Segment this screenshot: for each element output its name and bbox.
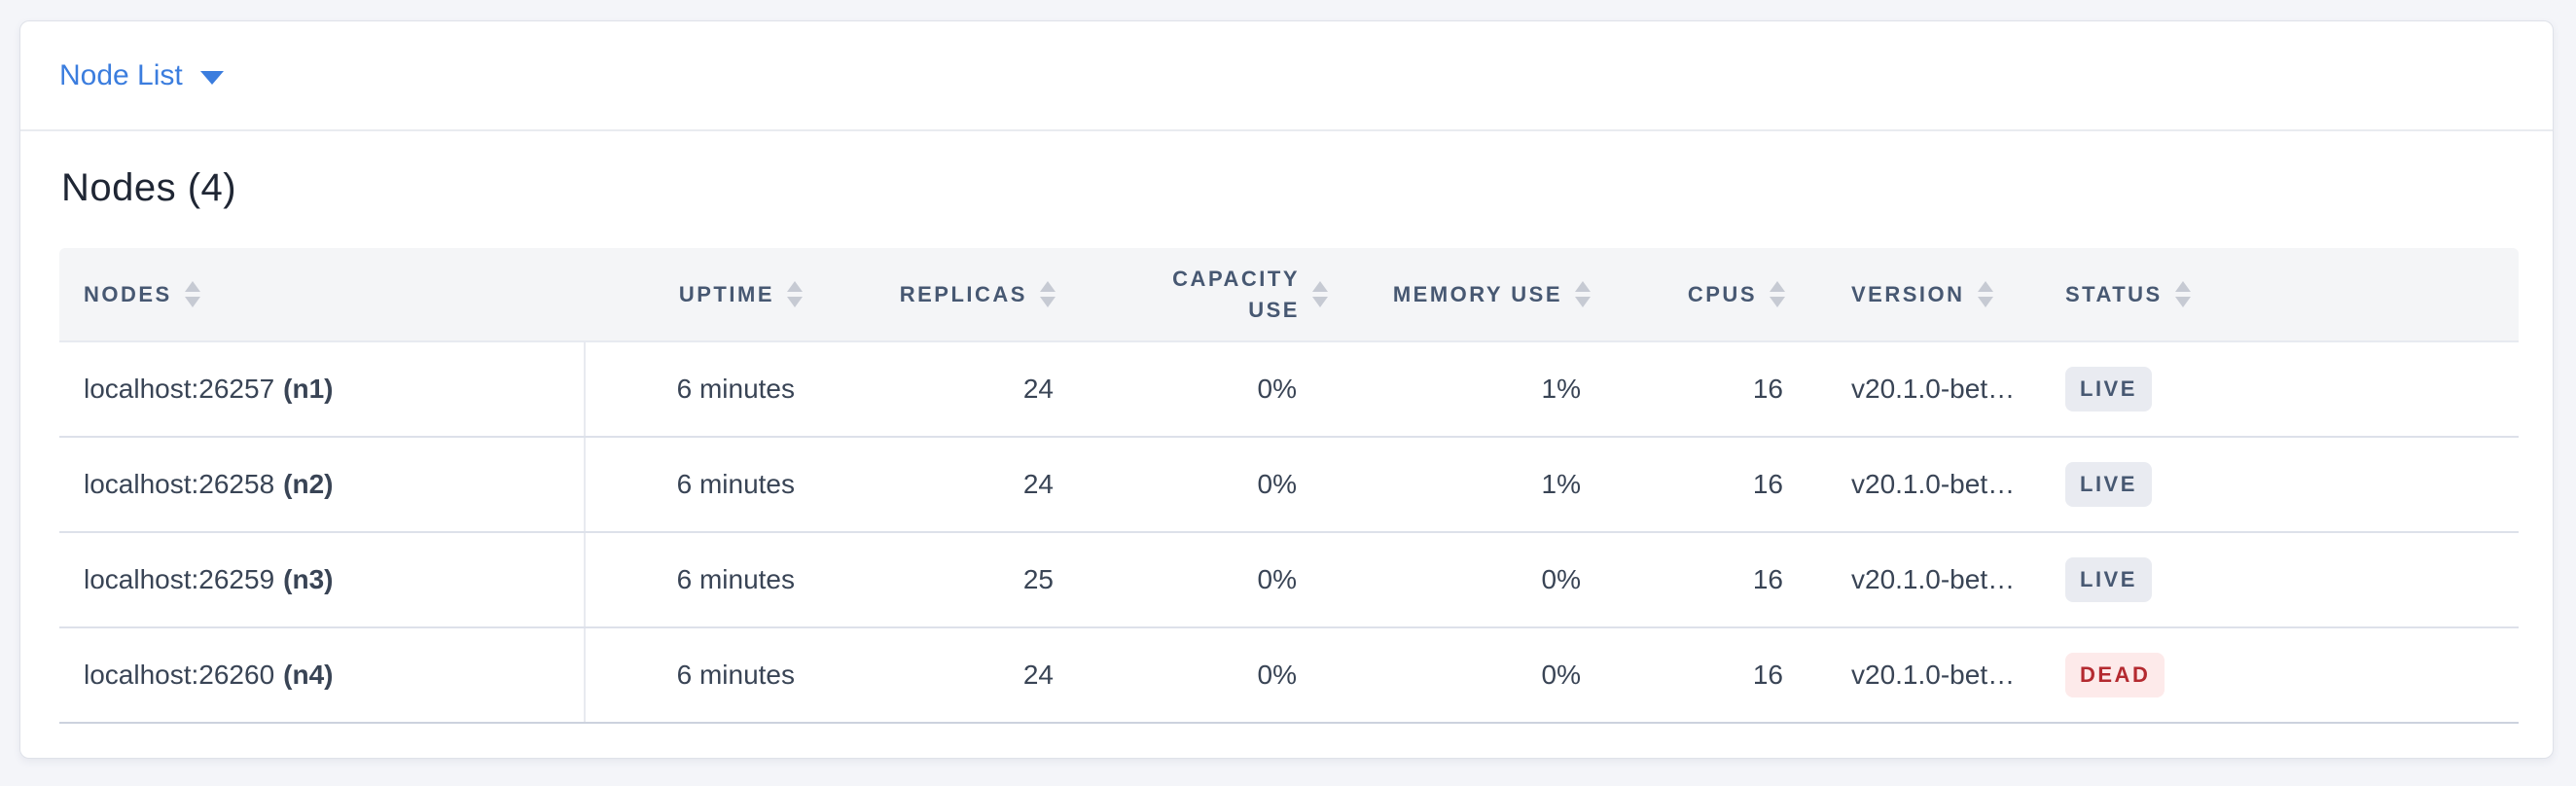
node-name: (n4) xyxy=(283,660,334,690)
node-cell: localhost:26258 (n2) xyxy=(59,437,586,533)
node-cell: localhost:26259 (n3) xyxy=(59,532,586,628)
node-list-card: Node List Nodes (4) NODES UPTIME xyxy=(19,20,2554,759)
node-name: (n3) xyxy=(283,564,334,594)
uptime-cell: 6 minutes xyxy=(585,437,828,533)
version-cell: v20.1.0-bet… xyxy=(1810,532,2024,628)
sort-arrows-icon xyxy=(1977,280,1993,307)
column-header-nodes[interactable]: NODES xyxy=(59,248,585,342)
column-header-capacity-use[interactable]: CAPACITY USE xyxy=(1081,248,1353,342)
node-address: localhost:26259 xyxy=(84,564,275,594)
cpus-cell: 16 xyxy=(1616,627,1810,724)
column-label: UPTIME xyxy=(678,281,774,306)
status-badge: DEAD xyxy=(2065,653,2165,697)
column-label: NODES xyxy=(84,281,172,306)
view-selector-bar: Node List xyxy=(20,21,2553,131)
capacity-use-cell: 0% xyxy=(1081,341,1353,438)
column-header-version[interactable]: VERSION xyxy=(1810,248,2024,342)
node-list-dropdown-label: Node List xyxy=(59,58,183,91)
column-label: CPUS xyxy=(1687,281,1757,306)
version-cell: v20.1.0-bet… xyxy=(1810,341,2024,438)
version-cell: v20.1.0-bet… xyxy=(1810,437,2024,533)
sort-arrows-icon xyxy=(184,280,200,307)
replicas-cell: 24 xyxy=(828,627,1081,724)
table-row: localhost:26260 (n4) 6 minutes 24 0% 0% 1… xyxy=(59,627,2519,724)
column-header-uptime[interactable]: UPTIME xyxy=(585,248,828,342)
status-cell: DEAD xyxy=(2024,627,2519,724)
node-address: localhost:26257 xyxy=(84,374,275,404)
node-address: localhost:26260 xyxy=(84,660,275,690)
column-label: MEMORY USE xyxy=(1392,281,1562,306)
uptime-cell: 6 minutes xyxy=(585,341,828,438)
column-label: VERSION xyxy=(1851,281,1965,306)
node-list-dropdown[interactable]: Node List xyxy=(59,59,224,92)
column-label: CAPACITY USE xyxy=(1172,266,1300,322)
replicas-cell: 25 xyxy=(828,532,1081,628)
column-header-status[interactable]: STATUS xyxy=(2024,248,2519,342)
column-label: STATUS xyxy=(2065,281,2163,306)
node-cell: localhost:26257 (n1) xyxy=(59,341,586,438)
uptime-cell: 6 minutes xyxy=(585,627,828,724)
memory-use-cell: 0% xyxy=(1353,532,1616,628)
cpus-cell: 16 xyxy=(1616,532,1810,628)
status-cell: LIVE xyxy=(2024,532,2519,628)
column-header-cpus[interactable]: CPUS xyxy=(1616,248,1810,342)
sort-arrows-icon xyxy=(2174,280,2191,307)
table-header-row: NODES UPTIME REPLICAS CAPACITY USE MEMOR xyxy=(59,248,2519,342)
node-name: (n2) xyxy=(283,469,334,499)
status-badge: LIVE xyxy=(2065,367,2152,411)
column-header-memory-use[interactable]: MEMORY USE xyxy=(1353,248,1616,342)
cpus-cell: 16 xyxy=(1616,341,1810,438)
nodes-section: Nodes (4) NODES UPTIME RE xyxy=(20,162,2553,724)
capacity-use-cell: 0% xyxy=(1081,437,1353,533)
status-cell: LIVE xyxy=(2024,437,2519,533)
replicas-cell: 24 xyxy=(828,341,1081,438)
status-badge: LIVE xyxy=(2065,557,2152,602)
nodes-table: NODES UPTIME REPLICAS CAPACITY USE MEMOR xyxy=(59,248,2519,724)
node-name: (n1) xyxy=(283,374,334,404)
table-row: localhost:26257 (n1) 6 minutes 24 0% 1% 1… xyxy=(59,341,2519,438)
sort-arrows-icon xyxy=(787,280,803,307)
capacity-use-cell: 0% xyxy=(1081,532,1353,628)
replicas-cell: 24 xyxy=(828,437,1081,533)
memory-use-cell: 1% xyxy=(1353,437,1616,533)
page-title: Nodes (4) xyxy=(61,166,237,209)
column-label: REPLICAS xyxy=(899,281,1027,306)
capacity-use-cell: 0% xyxy=(1081,627,1353,724)
node-address: localhost:26258 xyxy=(84,469,275,499)
column-header-replicas[interactable]: REPLICAS xyxy=(828,248,1081,342)
memory-use-cell: 0% xyxy=(1353,627,1616,724)
sort-arrows-icon xyxy=(1770,280,1785,307)
uptime-cell: 6 minutes xyxy=(585,532,828,628)
node-cell: localhost:26260 (n4) xyxy=(59,627,586,724)
table-row: localhost:26259 (n3) 6 minutes 25 0% 0% 1… xyxy=(59,532,2519,628)
memory-use-cell: 1% xyxy=(1353,341,1616,438)
status-cell: LIVE xyxy=(2024,341,2519,438)
version-cell: v20.1.0-bet… xyxy=(1810,627,2024,724)
sort-arrows-icon xyxy=(1040,280,1055,307)
sort-arrows-icon xyxy=(1312,281,1328,307)
sort-arrows-icon xyxy=(1575,280,1591,307)
status-badge: LIVE xyxy=(2065,462,2152,507)
cpus-cell: 16 xyxy=(1616,437,1810,533)
caret-down-icon xyxy=(199,70,224,85)
table-row: localhost:26258 (n2) 6 minutes 24 0% 1% 1… xyxy=(59,437,2519,533)
